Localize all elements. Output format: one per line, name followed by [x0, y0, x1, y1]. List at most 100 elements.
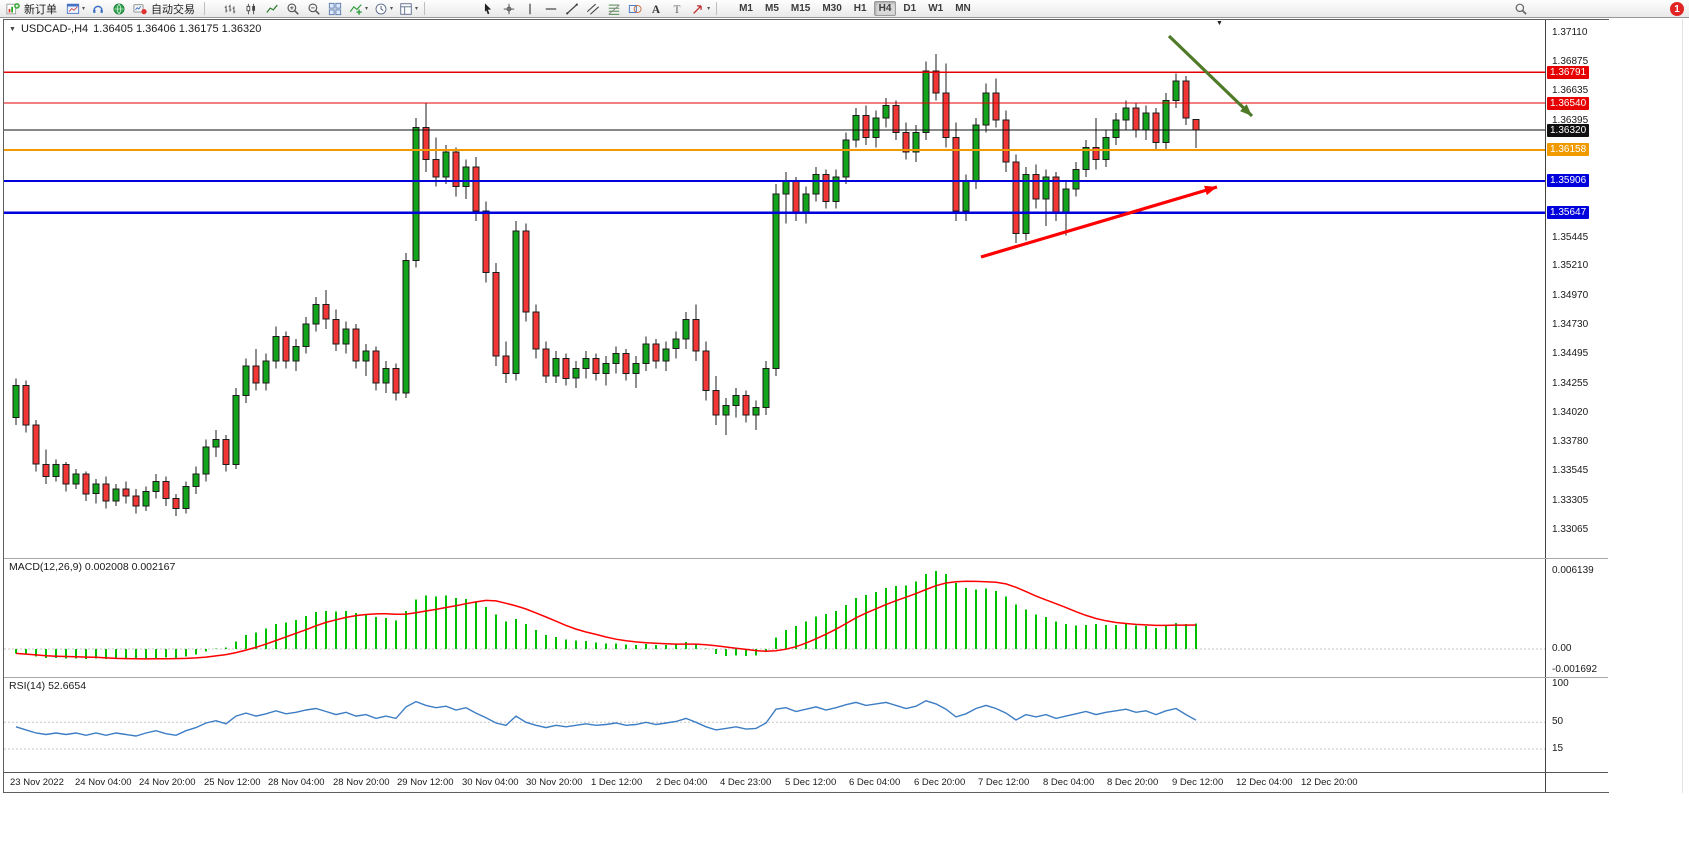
timeframe-d1[interactable]: D1 — [903, 3, 917, 14]
horizontal-price-lines[interactable] — [4, 71, 1545, 215]
price-axis-label: 1.33545 — [1552, 465, 1589, 476]
timeframe-m1[interactable]: M1 — [739, 3, 753, 14]
crosshair-icon[interactable] — [499, 1, 518, 17]
price-axis-label: 1.33065 — [1552, 524, 1589, 535]
time-axis-label: 25 Nov 12:00 — [204, 777, 261, 788]
price-axis-label: 1.33305 — [1552, 495, 1589, 506]
price-line-badge: 1.36540 — [1547, 97, 1590, 110]
autotrading-icon[interactable] — [130, 1, 149, 17]
time-axis-label: 12 Dec 20:00 — [1301, 777, 1358, 788]
arrows-icon[interactable] — [688, 1, 707, 17]
time-axis-label: 28 Nov 20:00 — [333, 777, 390, 788]
timeframe-m30[interactable]: M30 — [822, 3, 842, 14]
price-axis-label: 1.34020 — [1552, 407, 1589, 418]
arrows-dropdown-icon[interactable]: ▾ — [707, 6, 711, 12]
zoom-out-icon[interactable] — [304, 1, 323, 17]
text-icon[interactable]: A — [646, 1, 665, 17]
rsi-panel[interactable] — [4, 678, 1545, 772]
support-headset-icon[interactable] — [88, 1, 107, 17]
time-axis-label: 24 Nov 20:00 — [139, 777, 196, 788]
toolbar-separator — [204, 2, 206, 15]
candlestick-icon[interactable] — [241, 1, 260, 17]
chart-toolbar-group: ▾ ▾ ▾ — [219, 0, 420, 17]
bar-chart-icon[interactable] — [220, 1, 239, 17]
vertical-line-icon[interactable] — [520, 1, 539, 17]
timeframe-m15[interactable]: M15 — [790, 3, 811, 14]
main-chart[interactable] — [4, 20, 1545, 558]
horizontal-line-icon[interactable] — [541, 1, 560, 17]
time-axis-label: 7 Dec 12:00 — [978, 777, 1030, 788]
new-order-button[interactable]: 新订单 — [24, 3, 57, 16]
community-icon[interactable] — [109, 1, 128, 17]
time-axis-label: 2 Dec 04:00 — [656, 777, 708, 788]
time-axis-label: 23 Nov 2022 — [10, 777, 64, 788]
templates-icon[interactable] — [396, 1, 415, 17]
objects-toolbar-group: A T ▾ — [477, 0, 712, 17]
chart-window-icon[interactable] — [63, 1, 82, 17]
trendline-icon[interactable] — [562, 1, 581, 17]
symbol-period-label: USDCAD-,H4 — [20, 23, 89, 35]
tile-windows-icon[interactable] — [325, 1, 344, 17]
price-line-badge: 1.36158 — [1547, 143, 1590, 156]
trade-toolbar-group: 新订单 ▾ 自动交易 — [2, 0, 200, 17]
price-line-badge: 1.36791 — [1547, 66, 1590, 79]
autotrading-button[interactable]: 自动交易 — [151, 3, 196, 16]
timeframe-h4[interactable]: H4 — [873, 1, 897, 16]
periods-icon[interactable] — [371, 1, 390, 17]
timeframe-mn[interactable]: MN — [955, 3, 971, 14]
macd-histogram — [15, 571, 1197, 660]
cursor-icon[interactable] — [478, 1, 497, 17]
down-trend-arrow[interactable] — [1167, 34, 1254, 118]
time-axis-label: 30 Nov 20:00 — [526, 777, 583, 788]
shapes-icon[interactable] — [625, 1, 644, 17]
main-toolbar: 新订单 ▾ 自动交易 ▾ ▾ ▾ A T ▾ M1 M5 M15 M30 H1 H4 D1 W1 MN 1 — [0, 0, 1689, 18]
new-order-icon[interactable] — [3, 1, 22, 17]
text-label-icon[interactable]: T — [667, 1, 686, 17]
ohlc-values: 1.36405 1.36406 1.36175 1.36320 — [93, 23, 262, 35]
macd-panel[interactable] — [4, 559, 1545, 677]
macd-axis-label: -0.001692 — [1552, 664, 1598, 675]
timeframe-w1[interactable]: W1 — [928, 3, 944, 14]
rsi-axis-label: 100 — [1552, 678, 1569, 689]
price-line-badge: 1.35906 — [1547, 174, 1590, 187]
notification-badge[interactable]: 1 — [1670, 2, 1684, 16]
time-axis-label: 24 Nov 04:00 — [75, 777, 132, 788]
price-axis-label: 1.34255 — [1552, 378, 1589, 389]
price-axis-label: 1.37110 — [1552, 27, 1588, 38]
macd-panel-separator[interactable] — [4, 558, 1608, 559]
time-axis-label: 6 Dec 04:00 — [849, 777, 901, 788]
rsi-axis-label: 15 — [1552, 743, 1564, 754]
price-axis-label: 1.36875 — [1552, 56, 1589, 67]
collapse-caret-icon[interactable]: ▼ — [9, 25, 16, 33]
time-axis-label: 4 Dec 23:00 — [720, 777, 772, 788]
price-axis-label: 1.35445 — [1552, 232, 1589, 243]
chart-shift-marker[interactable]: ▼ — [1216, 20, 1223, 27]
price-axis-label: 1.34495 — [1552, 348, 1589, 359]
search-icon[interactable] — [1511, 1, 1530, 17]
toolbar-separator — [716, 2, 718, 15]
templates-dropdown-icon[interactable]: ▾ — [415, 6, 419, 12]
price-axis-label: 1.36395 — [1552, 115, 1589, 126]
timeframe-m5[interactable]: M5 — [764, 3, 779, 14]
time-axis[interactable]: 23 Nov 2022 24 Nov 04:00 24 Nov 20:00 25 No… — [4, 773, 1545, 792]
up-trend-arrow[interactable] — [980, 185, 1218, 259]
price-axis-label: 1.35210 — [1552, 260, 1589, 271]
periods-dropdown-icon[interactable]: ▾ — [390, 6, 394, 12]
rsi-panel-separator[interactable] — [4, 677, 1608, 678]
price-axis-label: 1.36635 — [1552, 85, 1589, 96]
price-axis[interactable]: 1.37110 1.36875 1.36635 1.36395 1.35445 1.352… — [1545, 20, 1609, 792]
timeframe-h1[interactable]: H1 — [853, 3, 867, 14]
time-axis-label: 6 Dec 20:00 — [914, 777, 966, 788]
macd-label: MACD(12,26,9) 0.002008 0.002167 — [9, 561, 176, 573]
channel-icon[interactable] — [583, 1, 602, 17]
time-axis-label: 30 Nov 04:00 — [462, 777, 519, 788]
price-axis-label: 1.34970 — [1552, 290, 1589, 301]
window-edge — [1682, 19, 1683, 793]
zoom-in-icon[interactable] — [283, 1, 302, 17]
indicators-dropdown-icon[interactable]: ▾ — [365, 6, 369, 12]
macd-axis-label: 0.00 — [1552, 643, 1572, 654]
chart-window-dropdown-icon[interactable]: ▾ — [82, 6, 86, 12]
indicators-icon[interactable] — [346, 1, 365, 17]
fibonacci-icon[interactable] — [604, 1, 623, 17]
line-chart-icon[interactable] — [262, 1, 281, 17]
